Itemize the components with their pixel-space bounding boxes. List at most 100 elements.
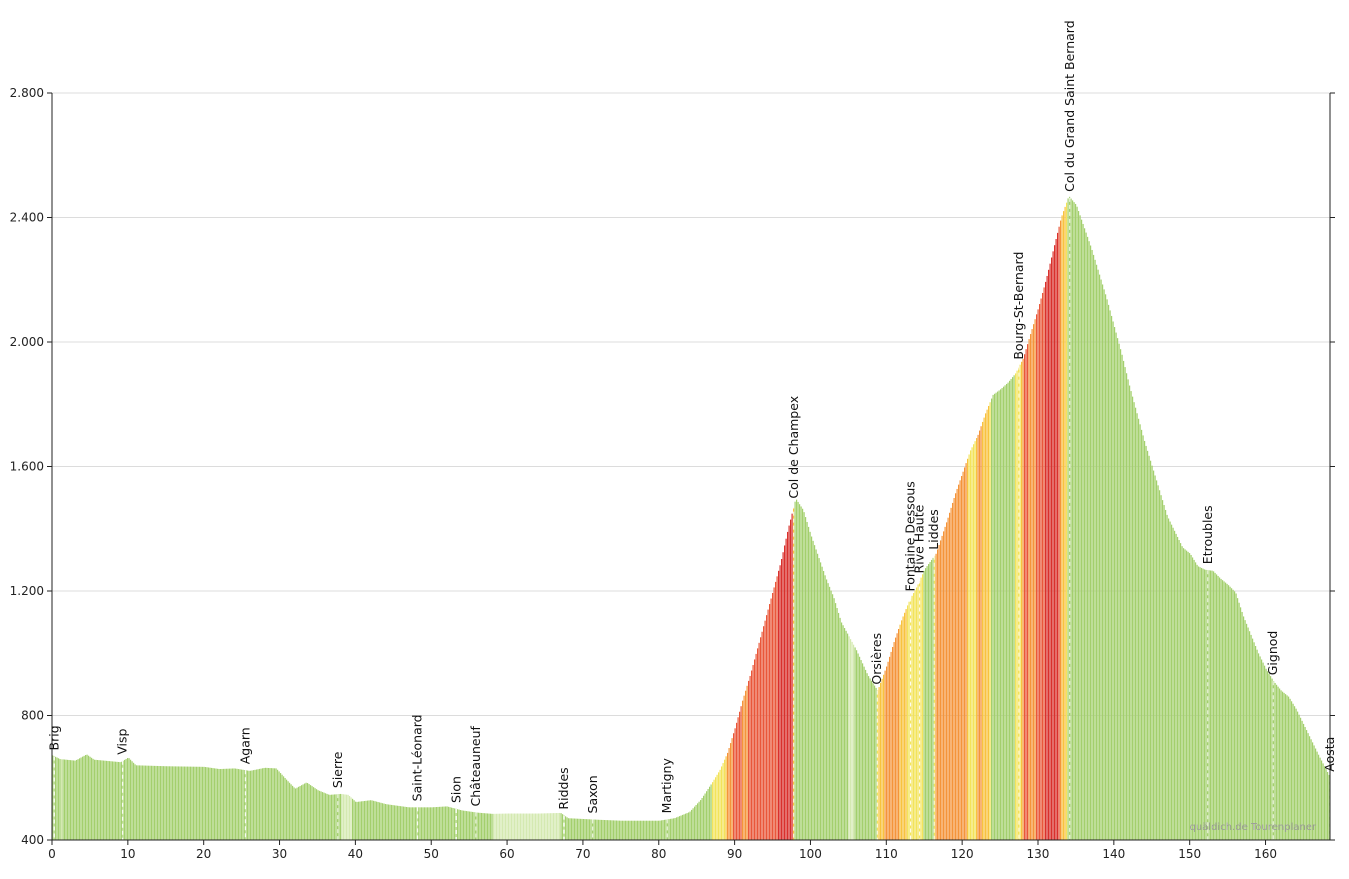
profile-bar [313,787,315,840]
x-tick-label: 50 [424,847,439,861]
profile-bar [166,766,168,840]
profile-bar [427,807,429,840]
profile-bar [682,814,684,840]
profile-bar [152,765,154,840]
profile-bar [157,765,159,840]
place-label: Agarn [237,727,252,764]
profile-bar [511,813,513,840]
profile-bar [253,770,255,840]
profile-bar [634,820,636,840]
profile-bar [830,590,832,840]
profile-bar [227,768,229,840]
profile-bar [556,813,558,840]
profile-bar [386,804,388,840]
profile-bar [68,759,70,840]
profile-bar [1115,332,1117,840]
profile-bar [1324,766,1326,840]
profile-bar [404,806,406,840]
profile-bar [586,819,588,840]
profile-bar [641,820,643,840]
place-label: Saint-Léonard [410,714,425,801]
profile-bar [722,763,724,840]
profile-bar [353,800,355,840]
profile-bar [368,800,370,840]
profile-bar [1195,562,1197,840]
profile-bar [749,675,751,840]
profile-bar [670,818,672,840]
place-label: Col du Grand Saint Bernard [1062,20,1077,191]
profile-bar [946,522,948,840]
profile-bar [911,595,913,840]
profile-bar [653,820,655,840]
profile-bar [1022,358,1024,840]
profile-bar [1192,557,1194,840]
profile-bar [832,594,834,840]
profile-bar [1189,553,1191,840]
profile-bar [647,820,649,840]
profile-bar [571,818,573,840]
place-label: Sion [448,776,463,803]
profile-bar [1190,554,1192,840]
profile-bar [173,766,175,840]
profile-bar [868,676,870,840]
profile-bar [104,760,106,840]
profile-bar [254,769,256,840]
profile-bar [1295,708,1297,840]
profile-bar [862,663,864,840]
profile-bar [179,766,181,840]
profile-bar [110,761,112,840]
profile-bar [1069,196,1071,840]
profile-bar [419,807,421,840]
profile-bar [826,579,828,840]
x-tick-label: 140 [1102,847,1125,861]
profile-bar [298,786,300,840]
profile-bar [737,717,739,840]
profile-bar [652,820,654,840]
profile-bar [430,807,432,840]
profile-bar [850,639,852,840]
profile-bar [872,683,874,840]
profile-bar [418,807,420,840]
profile-bar [533,813,535,840]
profile-bar [805,517,807,840]
profile-bar [1252,638,1254,840]
profile-bar [1286,695,1288,840]
profile-bar [1082,223,1084,840]
profile-bar [581,818,583,840]
profile-bar [1045,281,1047,840]
profile-bar [200,766,202,840]
profile-bar [662,820,664,840]
x-tick-label: 60 [499,847,514,861]
profile-bar [866,673,868,840]
profile-bar [239,769,241,840]
profile-bar [1001,388,1003,840]
profile-bar [979,430,981,840]
profile-bar [610,820,612,840]
profile-bar [964,467,966,840]
profile-bar [524,813,526,840]
profile-bar [1141,429,1143,840]
profile-bar [172,766,174,840]
profile-bar [760,637,762,840]
profile-bar [1198,566,1200,840]
profile-bar [893,642,895,840]
profile-bar [244,770,246,840]
y-tick-label: 2.800 [10,86,44,100]
profile-bar [395,805,397,840]
profile-bar [626,820,628,840]
profile-bar [683,814,685,840]
profile-bar [907,605,909,840]
profile-bar [506,813,508,840]
profile-bar [446,806,448,840]
profile-bar [860,660,862,840]
profile-bar [700,800,702,840]
profile-bar [1217,575,1219,840]
profile-bar [529,813,531,840]
profile-bar [878,687,880,840]
profile-bar [77,759,79,840]
profile-bar [1298,714,1300,840]
profile-bar [230,768,232,840]
profile-bar [881,678,883,840]
y-tick-label: 800 [21,709,44,723]
